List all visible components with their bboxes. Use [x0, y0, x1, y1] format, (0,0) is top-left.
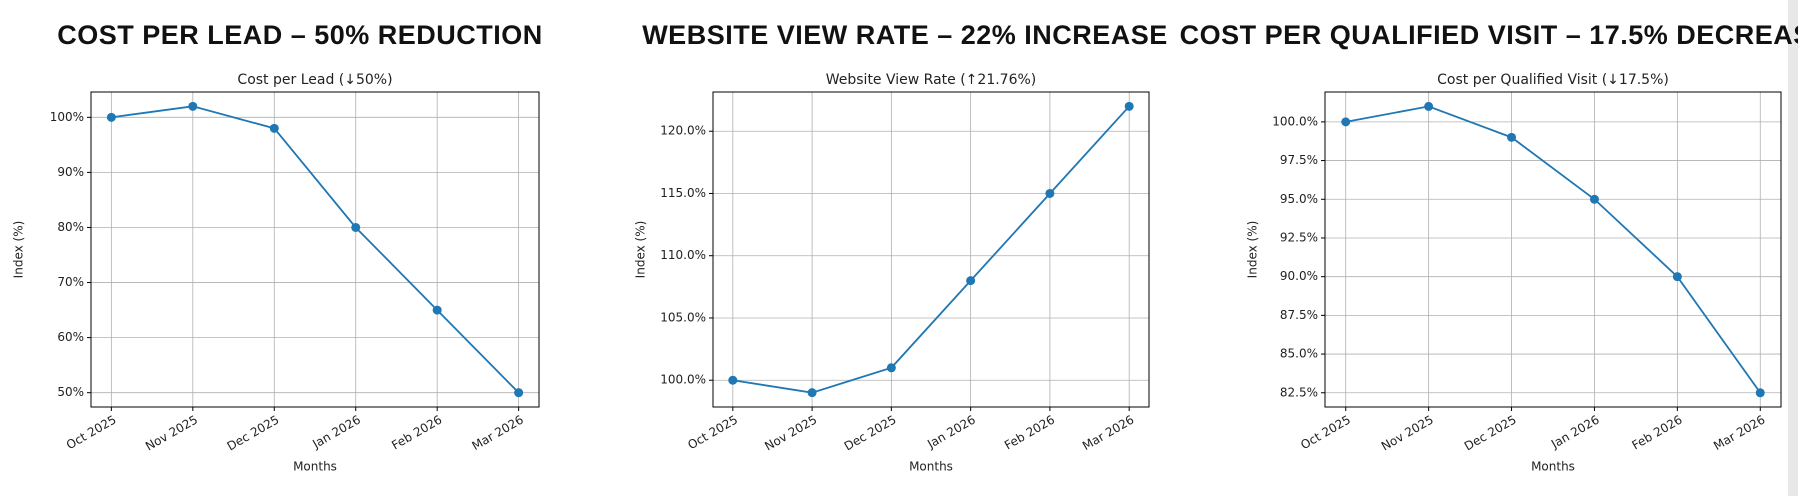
data-point: [269, 123, 279, 133]
y-tick-label: 90.0%: [1280, 269, 1318, 283]
x-tick-label: Dec 2025: [1462, 413, 1519, 454]
y-tick-label: 105.0%: [660, 310, 706, 324]
y-tick-label: 97.5%: [1280, 153, 1318, 167]
x-tick-label: Feb 2026: [389, 413, 444, 453]
x-tick-label: Oct 2025: [1298, 413, 1353, 453]
data-point: [1045, 188, 1055, 198]
y-axis-label: Index (%): [634, 221, 648, 279]
y-tick-label: 82.5%: [1280, 385, 1318, 399]
data-line: [732, 105, 1130, 394]
heading: COST PER LEAD – 50% REDUCTION: [57, 20, 543, 50]
x-axis-label: Months: [293, 460, 337, 474]
x-tick-label: Jan 2026: [309, 413, 363, 452]
heading: WEBSITE VIEW RATE – 22% INCREASE: [642, 20, 1168, 50]
x-axis-label: Months: [909, 460, 953, 474]
data-point: [1672, 272, 1682, 282]
plot-frame: [712, 91, 1150, 408]
x-tick-label: Nov 2025: [1379, 413, 1436, 454]
data-point: [966, 276, 976, 286]
x-tick-label: Dec 2025: [842, 413, 899, 454]
x-tick-label: Mar 2026: [1080, 413, 1136, 454]
y-axis-label: Index (%): [12, 221, 26, 279]
y-tick-label: 95.0%: [1280, 192, 1318, 206]
data-point: [432, 305, 442, 315]
y-tick-label: 85.0%: [1280, 347, 1318, 361]
data-point: [1124, 101, 1134, 111]
y-tick-label: 110.0%: [660, 248, 706, 262]
data-point: [188, 101, 198, 111]
x-tick-label: Nov 2025: [762, 413, 819, 454]
data-point: [1589, 194, 1599, 204]
data-point: [106, 112, 116, 122]
y-tick-label: 90%: [57, 165, 84, 179]
plot-frame: [1324, 91, 1782, 408]
y-tick-label: 50%: [57, 385, 84, 399]
y-tick-label: 87.5%: [1280, 308, 1318, 322]
plot-frame: [90, 91, 540, 408]
y-tick-label: 115.0%: [660, 186, 706, 200]
data-point: [1507, 132, 1517, 142]
y-tick-label: 100.0%: [1272, 114, 1318, 128]
data-point: [1755, 388, 1765, 398]
y-tick-label: 80%: [57, 220, 84, 234]
heading: COST PER QUALIFIED VISIT – 17.5% DECREAS…: [1180, 20, 1798, 50]
x-tick-label: Feb 2026: [1002, 413, 1057, 453]
x-tick-label: Mar 2026: [470, 413, 526, 454]
data-point: [728, 375, 738, 385]
chart-title: Cost per Qualified Visit (↓17.5%): [1437, 72, 1669, 88]
x-tick-label: Jan 2026: [924, 413, 978, 452]
y-tick-label: 70%: [57, 275, 84, 289]
y-tick-label: 92.5%: [1280, 230, 1318, 244]
y-tick-label: 120.0%: [660, 124, 706, 138]
x-tick-label: Nov 2025: [143, 413, 200, 454]
data-point: [886, 363, 896, 373]
x-tick-label: Mar 2026: [1711, 413, 1767, 454]
y-tick-label: 100.0%: [660, 373, 706, 387]
data-point: [514, 388, 524, 398]
x-tick-label: Oct 2025: [685, 413, 740, 453]
data-line: [1345, 105, 1762, 394]
data-point: [351, 222, 361, 232]
data-line: [111, 105, 520, 394]
y-tick-label: 100%: [50, 110, 84, 124]
side-strip: [1788, 0, 1798, 496]
y-tick-label: 60%: [57, 330, 84, 344]
y-axis-label: Index (%): [1246, 221, 1260, 279]
x-tick-label: Oct 2025: [64, 413, 119, 453]
data-point: [1341, 117, 1351, 127]
x-tick-label: Jan 2026: [1548, 413, 1602, 452]
x-tick-label: Dec 2025: [225, 413, 282, 454]
x-tick-label: Feb 2026: [1629, 413, 1684, 453]
data-point: [1424, 101, 1434, 111]
chart-title: Cost per Lead (↓50%): [237, 72, 392, 88]
x-axis-label: Months: [1531, 460, 1575, 474]
chart-title: Website View Rate (↑21.76%): [826, 72, 1037, 88]
data-point: [807, 388, 817, 398]
